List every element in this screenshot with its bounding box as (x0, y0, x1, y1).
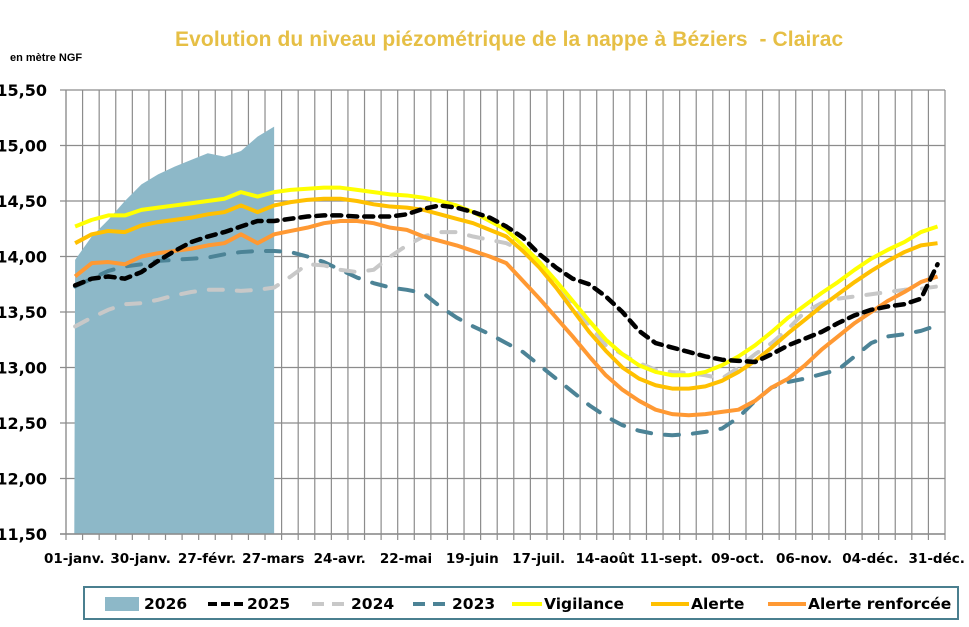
series-lines-group (72, 185, 940, 438)
x-tick-label: 14-août (576, 551, 635, 567)
x-tick-label: 22-mai (380, 551, 432, 567)
series-2023-line (73, 248, 940, 438)
legend-swatch-2024-dashed-line (312, 602, 349, 606)
x-tick-label: 27-mars (242, 551, 304, 567)
legend-item-2024: 2024 (311, 594, 394, 614)
legend-label: 2025 (247, 595, 291, 613)
y-tick-label: 13,00 (0, 359, 47, 378)
x-tick-label: 19-juin (446, 551, 499, 567)
x-tick-labels: 01-janv. 30-janv. 27-févr. 27-mars 24-avr. 22… (44, 551, 965, 567)
legend-label: Vigilance (544, 595, 624, 613)
series-2024-line (73, 230, 940, 381)
x-tick-label: 30-janv. (110, 551, 171, 567)
y-tick-label: 12,00 (0, 470, 47, 489)
legend-swatch-vigilance-line (512, 602, 542, 606)
legend-swatch-2025-dashed-line (208, 602, 245, 606)
x-tick-label: 27-févr. (178, 551, 236, 567)
legend-swatch-2023-dashed-line (413, 602, 450, 606)
legend-label: 2026 (144, 595, 188, 613)
x-tick-label: 04-déc. (842, 551, 898, 567)
y-tick-label: 15,50 (0, 81, 47, 100)
y-axis-unit-label: en mètre NGF (10, 52, 83, 64)
y-tick-label: 15,00 (0, 137, 47, 156)
x-tick-label: 24-avr. (314, 551, 366, 567)
x-tick-label: 17-juil. (512, 551, 565, 567)
y-tick-label: 11,50 (0, 525, 47, 544)
x-tick-label: 31-déc. (909, 551, 965, 567)
legend-swatch-alerte-line (651, 602, 689, 606)
legend-label: Alerte renforcée (808, 595, 952, 613)
x-tick-label: 11-sept. (640, 551, 703, 567)
legend-item-vigilance: Vigilance (512, 594, 624, 614)
series-2026-area-group (74, 126, 275, 534)
legend-label: Alerte (691, 595, 745, 613)
chart-title: Evolution du niveau piézométrique de la … (175, 28, 844, 51)
legend-item-2025: 2025 (207, 594, 290, 614)
x-tick-label: 09-oct. (711, 551, 764, 567)
legend: 2026 2025 2024 2023 Vigilance Alerte Ale… (83, 586, 959, 620)
legend-swatch-alerte-renforcee-line (768, 602, 806, 606)
y-tick-label: 13,50 (0, 303, 47, 322)
axes (60, 90, 945, 535)
legend-item-2026: 2026 (105, 594, 187, 614)
series-alerte-renforc-e-line (73, 218, 939, 418)
legend-item-alerte-renforcee: Alerte renforcée (768, 594, 951, 614)
series-2026-area (74, 126, 275, 534)
y-tick-label: 12,50 (0, 414, 47, 433)
series-2025-line (72, 203, 940, 365)
y-tick-label: 14,00 (0, 248, 47, 267)
x-tick-label: 01-janv. (44, 551, 105, 567)
series-alerte-line (74, 196, 938, 391)
x-tick-label: 06-nov. (776, 551, 832, 567)
y-tick-label: 14,50 (0, 192, 47, 211)
legend-item-alerte: Alerte (651, 594, 744, 614)
chart-plot: 15,50 15,00 14,50 14,00 13,50 13,00 12,50 12,00… (0, 81, 965, 567)
legend-item-2023: 2023 (412, 594, 495, 614)
legend-label: 2023 (452, 595, 496, 613)
series-vigilance-line (74, 185, 939, 378)
legend-label: 2024 (351, 595, 395, 613)
y-tick-labels: 15,50 15,00 14,50 14,00 13,50 13,00 12,50 12,00… (0, 81, 47, 544)
legend-swatch-2026-area (105, 597, 139, 611)
